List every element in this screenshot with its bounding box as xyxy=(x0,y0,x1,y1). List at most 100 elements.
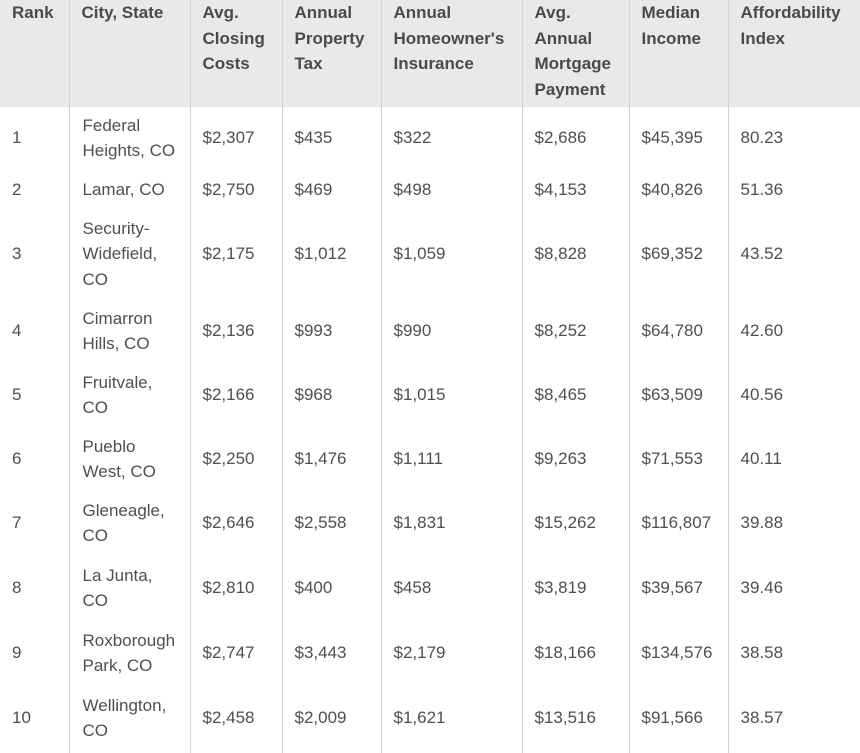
affordability-index-cell: 40.11 xyxy=(727,425,860,493)
table-row: 5 Fruitvale, CO $2,166 $968 $1,015 $8,465 $63,… xyxy=(0,365,860,425)
closing-costs-cell: $2,307 xyxy=(189,107,282,169)
city-cell: Security-Widefield, CO xyxy=(68,211,190,297)
header-city: City, State xyxy=(68,0,190,107)
rank-cell: 3 xyxy=(12,244,22,264)
city-cell: Federal Heights, CO xyxy=(68,107,190,169)
affordability-index-cell: 39.46 xyxy=(727,553,860,623)
property-tax-cell: $2,009 xyxy=(281,683,381,753)
median-income-cell: $91,566 xyxy=(628,683,728,753)
affordability-index-cell: 51.36 xyxy=(727,169,860,211)
median-income-cell: $71,553 xyxy=(628,425,728,493)
rank-cell: 8 xyxy=(12,578,22,598)
affordability-index-cell: 38.58 xyxy=(727,623,860,683)
property-tax-cell: $1,476 xyxy=(281,425,381,493)
mortgage-cell: $8,252 xyxy=(521,297,629,365)
insurance-cell: $458 xyxy=(380,553,522,623)
property-tax-cell: $2,558 xyxy=(281,493,381,553)
mortgage-cell: $4,153 xyxy=(521,169,629,211)
header-affordability-index: Affordability Index xyxy=(727,0,860,107)
city-cell: Cimarron Hills, CO xyxy=(68,297,190,365)
city-cell: Fruitvale, CO xyxy=(68,365,190,425)
property-tax-cell: $993 xyxy=(281,297,381,365)
mortgage-cell: $18,166 xyxy=(521,623,629,683)
table-row: 7 Gleneagle, CO $2,646 $2,558 $1,831 $15,262 $… xyxy=(0,493,860,553)
affordability-index-cell: 40.56 xyxy=(727,365,860,425)
closing-costs-cell: $2,458 xyxy=(189,683,282,753)
city-cell: Roxborough Park, CO xyxy=(68,623,190,683)
table-row: 8 La Junta, CO $2,810 $400 $458 $3,819 $39,567… xyxy=(0,553,860,623)
table-row: 2 Lamar, CO $2,750 $469 $498 $4,153 $40,826 51.… xyxy=(0,169,860,211)
median-income-cell: $40,826 xyxy=(628,169,728,211)
table-row: 3 Security-Widefield, CO $2,175 $1,012 $1,05… xyxy=(0,211,860,297)
closing-costs-cell: $2,136 xyxy=(189,297,282,365)
median-income-cell: $39,567 xyxy=(628,553,728,623)
closing-costs-cell: $2,175 xyxy=(189,211,282,297)
rank-cell: 4 xyxy=(12,321,22,341)
affordability-index-cell: 39.88 xyxy=(727,493,860,553)
insurance-cell: $1,621 xyxy=(380,683,522,753)
mortgage-cell: $15,262 xyxy=(521,493,629,553)
median-income-cell: $45,395 xyxy=(628,107,728,169)
rank-cell: 10 xyxy=(12,708,31,728)
mortgage-cell: $2,686 xyxy=(521,107,629,169)
table-row: 1 Federal Heights, CO $2,307 $435 $322 $2,686… xyxy=(0,107,860,169)
header-median-income: Median Income xyxy=(628,0,728,107)
city-cell: Lamar, CO xyxy=(68,169,190,211)
median-income-cell: $134,576 xyxy=(628,623,728,683)
closing-costs-cell: $2,166 xyxy=(189,365,282,425)
median-income-cell: $63,509 xyxy=(628,365,728,425)
insurance-cell: $498 xyxy=(380,169,522,211)
header-rank: Rank xyxy=(0,0,69,107)
city-cell: La Junta, CO xyxy=(68,553,190,623)
city-cell: Wellington, CO xyxy=(68,683,190,753)
rank-cell: 6 xyxy=(12,449,22,469)
header-closing-costs: Avg. Closing Costs xyxy=(189,0,282,107)
property-tax-cell: $1,012 xyxy=(281,211,381,297)
closing-costs-cell: $2,646 xyxy=(189,493,282,553)
mortgage-cell: $8,465 xyxy=(521,365,629,425)
header-property-tax: Annual Property Tax xyxy=(281,0,381,107)
header-mortgage: Avg. Annual Mortgage Payment xyxy=(521,0,629,107)
mortgage-cell: $13,516 xyxy=(521,683,629,753)
mortgage-cell: $8,828 xyxy=(521,211,629,297)
mortgage-cell: $3,819 xyxy=(521,553,629,623)
mortgage-cell: $9,263 xyxy=(521,425,629,493)
median-income-cell: $69,352 xyxy=(628,211,728,297)
rank-cell: 9 xyxy=(12,643,22,663)
insurance-cell: $1,111 xyxy=(380,425,522,493)
insurance-cell: $322 xyxy=(380,107,522,169)
median-income-cell: $64,780 xyxy=(628,297,728,365)
city-cell: Pueblo West, CO xyxy=(68,425,190,493)
affordability-index-cell: 42.60 xyxy=(727,297,860,365)
insurance-cell: $1,015 xyxy=(380,365,522,425)
affordability-index-cell: 80.23 xyxy=(727,107,860,169)
property-tax-cell: $435 xyxy=(281,107,381,169)
insurance-cell: $990 xyxy=(380,297,522,365)
closing-costs-cell: $2,747 xyxy=(189,623,282,683)
closing-costs-cell: $2,810 xyxy=(189,553,282,623)
table-row: 6 Pueblo West, CO $2,250 $1,476 $1,111 $9,263… xyxy=(0,425,860,493)
rank-cell: 1 xyxy=(12,128,22,148)
table-row: 10 Wellington, CO $2,458 $2,009 $1,621 $13,51… xyxy=(0,683,860,753)
table-row: 4 Cimarron Hills, CO $2,136 $993 $990 $8,252 $… xyxy=(0,297,860,365)
property-tax-cell: $400 xyxy=(281,553,381,623)
rank-cell: 7 xyxy=(12,513,22,533)
rank-cell: 5 xyxy=(12,385,22,405)
header-insurance: Annual Homeowner's Insurance xyxy=(380,0,522,107)
property-tax-cell: $469 xyxy=(281,169,381,211)
table-row: 9 Roxborough Park, CO $2,747 $3,443 $2,179 $1… xyxy=(0,623,860,683)
insurance-cell: $1,059 xyxy=(380,211,522,297)
property-tax-cell: $3,443 xyxy=(281,623,381,683)
property-tax-cell: $968 xyxy=(281,365,381,425)
header-row: Rank City, State Avg. Closing Costs Annu… xyxy=(0,0,860,107)
affordability-index-cell: 38.57 xyxy=(727,683,860,753)
insurance-cell: $1,831 xyxy=(380,493,522,553)
closing-costs-cell: $2,750 xyxy=(189,169,282,211)
rank-cell: 2 xyxy=(12,180,22,200)
median-income-cell: $116,807 xyxy=(628,493,728,553)
affordability-index-cell: 43.52 xyxy=(727,211,860,297)
closing-costs-cell: $2,250 xyxy=(189,425,282,493)
city-cell: Gleneagle, CO xyxy=(68,493,190,553)
insurance-cell: $2,179 xyxy=(380,623,522,683)
